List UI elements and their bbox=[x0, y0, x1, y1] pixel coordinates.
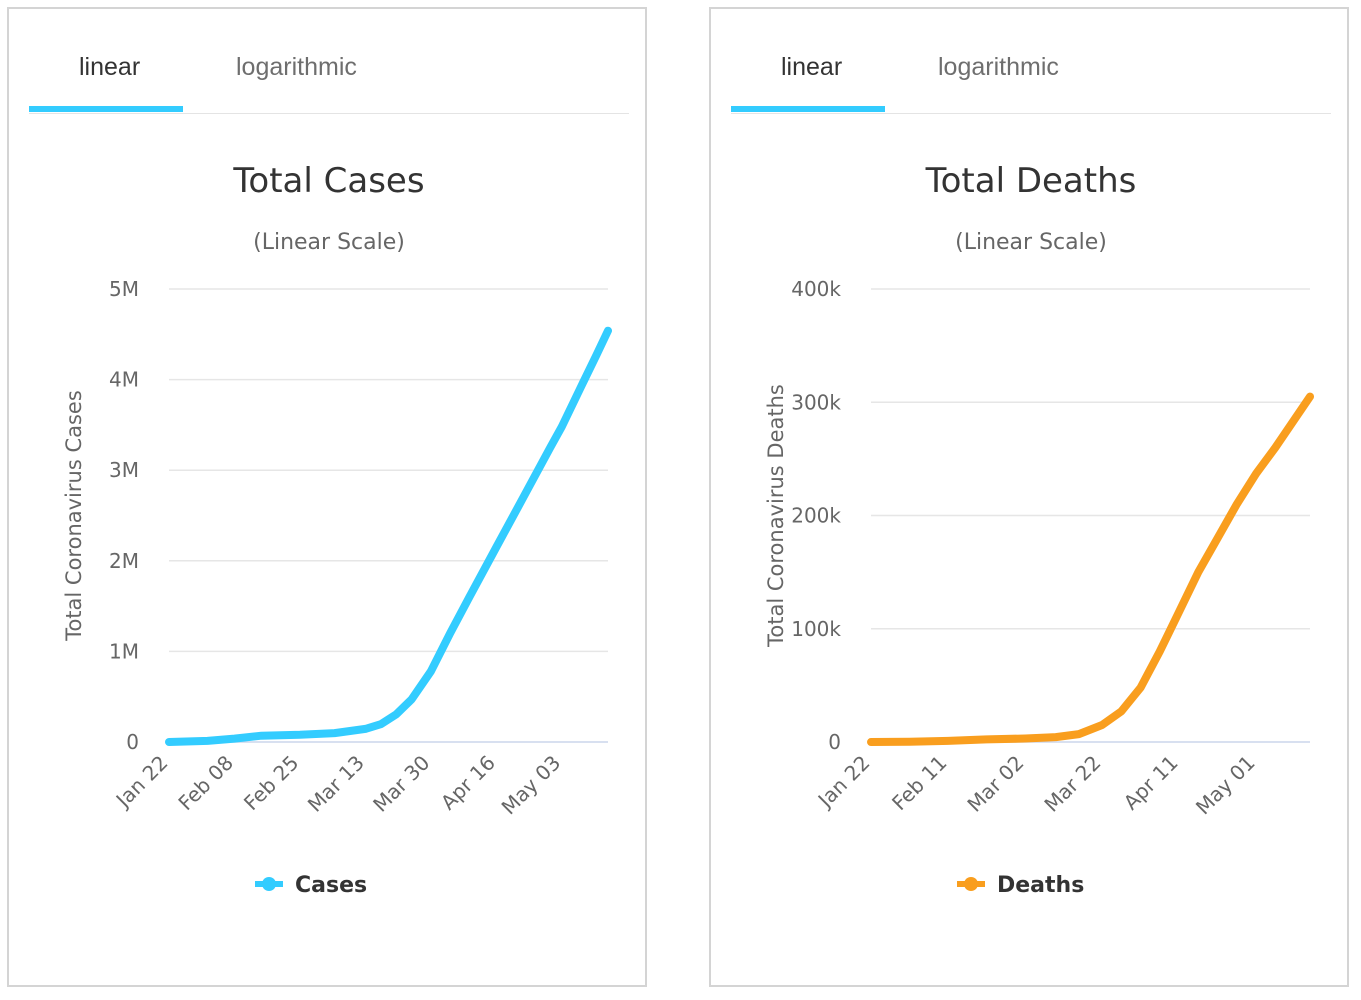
x-tick-label: Jan 22 bbox=[812, 751, 875, 814]
y-tick-label: 1M bbox=[109, 639, 139, 663]
x-tick-label: Mar 13 bbox=[303, 751, 369, 817]
legend-label: Cases bbox=[295, 873, 367, 898]
x-tick-label: Feb 25 bbox=[239, 751, 304, 816]
y-tick-label: 0 bbox=[126, 730, 139, 754]
legend-label: Deaths bbox=[997, 873, 1084, 898]
chart-title: Total Cases bbox=[232, 161, 424, 201]
deaths-chart-panel: linear logarithmic Total Deaths (Linear S… bbox=[709, 7, 1349, 987]
active-tab-indicator bbox=[29, 106, 183, 112]
y-axis-title: Total Coronavirus Cases bbox=[62, 390, 86, 642]
y-tick-label: 0 bbox=[828, 730, 841, 754]
cases-chart-panel: linear logarithmic Total Cases (Linear Sc… bbox=[7, 7, 647, 987]
y-tick-label: 2M bbox=[109, 549, 139, 573]
chart-subtitle: (Linear Scale) bbox=[955, 230, 1107, 255]
series-line bbox=[867, 392, 1314, 746]
x-tick-label: Mar 30 bbox=[368, 751, 434, 817]
chart-title: Total Deaths bbox=[925, 161, 1137, 201]
legend-marker bbox=[262, 877, 276, 891]
cases-line-chart: Total Cases (Linear Scale) 0 1M 2M 3M 4M 5M Tota… bbox=[62, 161, 612, 898]
x-tick-label: Apr 16 bbox=[436, 751, 500, 815]
x-tick-label: May 03 bbox=[497, 751, 566, 820]
scale-tabs: linear logarithmic bbox=[29, 9, 629, 114]
deaths-line-chart: Total Deaths (Linear Scale) 0 100k 200k 300k 4… bbox=[764, 161, 1314, 898]
x-tick-label: Feb 11 bbox=[887, 751, 952, 816]
active-tab-indicator bbox=[731, 106, 885, 112]
x-tick-label: Mar 02 bbox=[962, 751, 1028, 817]
y-tick-label: 200k bbox=[791, 504, 841, 528]
y-tick-label: 4M bbox=[109, 368, 139, 392]
tab-linear[interactable]: linear bbox=[781, 53, 843, 81]
y-axis-title: Total Coronavirus Deaths bbox=[764, 384, 788, 648]
tab-linear[interactable]: linear bbox=[79, 53, 141, 81]
x-tick-label: Mar 22 bbox=[1039, 751, 1105, 817]
x-tick-label: Jan 22 bbox=[110, 751, 173, 814]
tab-logarithmic[interactable]: logarithmic bbox=[236, 53, 357, 81]
chart-subtitle: (Linear Scale) bbox=[253, 230, 405, 255]
y-tick-label: 300k bbox=[791, 390, 841, 414]
y-tick-label: 100k bbox=[791, 617, 841, 641]
series-line bbox=[165, 326, 612, 746]
legend-marker bbox=[964, 877, 978, 891]
scale-tabs: linear logarithmic bbox=[731, 9, 1331, 114]
tab-logarithmic[interactable]: logarithmic bbox=[938, 53, 1059, 81]
y-tick-label: 400k bbox=[791, 277, 841, 301]
y-tick-label: 3M bbox=[109, 458, 139, 482]
x-tick-label: Feb 08 bbox=[173, 751, 238, 816]
x-tick-label: May 01 bbox=[1191, 751, 1260, 820]
y-tick-label: 5M bbox=[109, 277, 139, 301]
x-tick-label: Apr 11 bbox=[1119, 751, 1183, 815]
